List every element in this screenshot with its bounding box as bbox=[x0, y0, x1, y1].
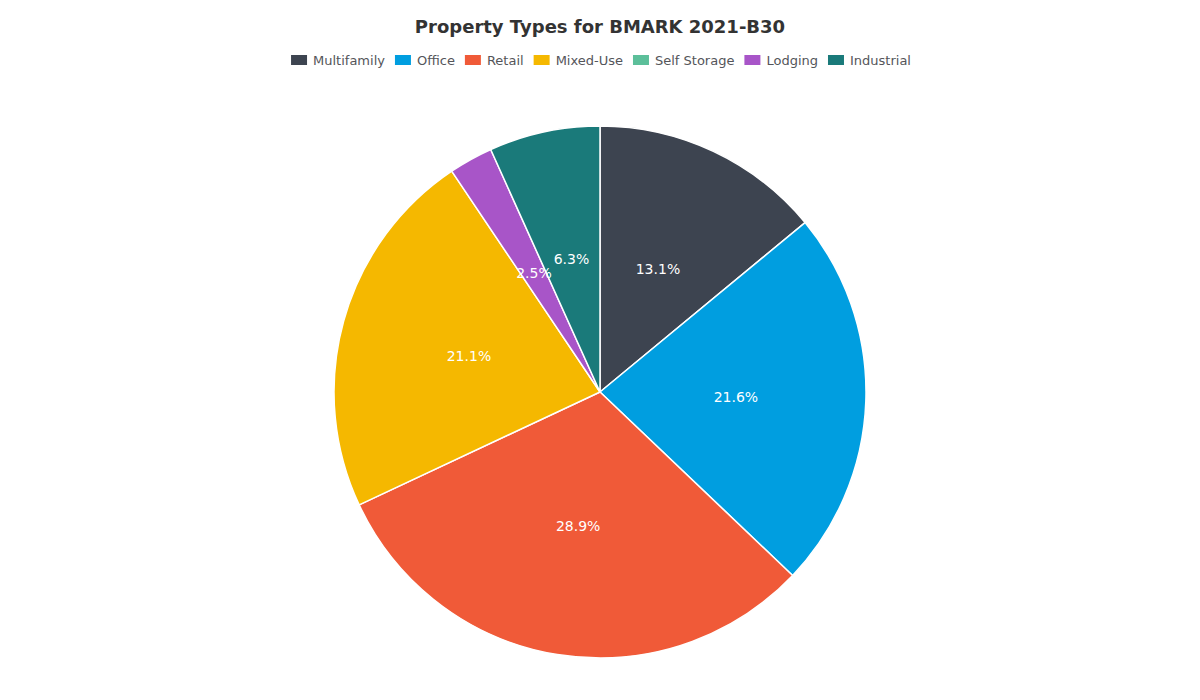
svg-text:Office: Office bbox=[417, 53, 455, 68]
svg-text:21.6%: 21.6% bbox=[714, 389, 758, 405]
svg-text:Industrial: Industrial bbox=[850, 53, 911, 68]
svg-text:6.3%: 6.3% bbox=[554, 251, 590, 267]
svg-text:28.9%: 28.9% bbox=[556, 518, 600, 534]
svg-text:Self Storage: Self Storage bbox=[655, 53, 734, 68]
svg-text:Mixed-Use: Mixed-Use bbox=[556, 53, 623, 68]
svg-text:13.1%: 13.1% bbox=[636, 261, 680, 277]
svg-text:Multifamily: Multifamily bbox=[313, 53, 385, 68]
svg-text:21.1%: 21.1% bbox=[447, 348, 491, 364]
svg-text:Lodging: Lodging bbox=[766, 53, 818, 68]
svg-text:Property Types for BMARK 2021-: Property Types for BMARK 2021-B30 bbox=[415, 16, 785, 37]
svg-text:Retail: Retail bbox=[487, 53, 524, 68]
svg-text:2.5%: 2.5% bbox=[516, 265, 552, 281]
